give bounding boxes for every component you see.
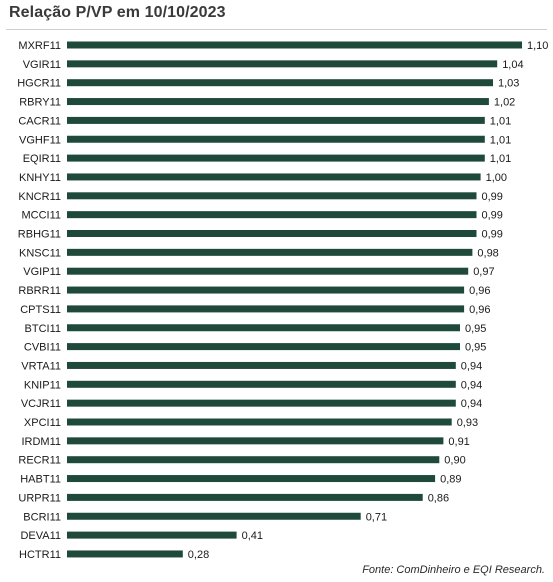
category-label-knhy11: KNHY11 (19, 172, 61, 184)
category-label-hctr11: HCTR11 (19, 549, 61, 561)
category-label-vgip11: VGIP11 (23, 266, 61, 278)
bar-cvbi11 (67, 343, 460, 351)
category-label-vgir11: VGIR11 (23, 59, 61, 71)
value-label-habt11: 0,89 (440, 474, 461, 486)
bar-bcri11 (67, 512, 361, 520)
bar-cpts11 (67, 305, 465, 313)
category-label-knsc11: KNSC11 (19, 247, 61, 259)
value-label-hctr11: 0,28 (188, 549, 209, 561)
value-label-xpci11: 0,93 (457, 417, 478, 429)
value-label-mcci11: 0,99 (482, 210, 503, 222)
value-label-urpr11: 0,86 (428, 492, 449, 504)
value-label-hgcr11: 1,03 (498, 78, 519, 90)
category-label-irdm11: IRDM11 (21, 436, 61, 448)
value-label-kncr11: 0,99 (482, 191, 503, 203)
value-label-mxrf11: 1,10 (527, 40, 548, 52)
category-label-habt11: HABT11 (20, 474, 61, 486)
value-label-vghf11: 1,01 (490, 134, 511, 146)
category-label-urpr11: URPR11 (18, 492, 61, 504)
bar-vgip11 (67, 267, 469, 275)
category-label-knip11: KNIP11 (24, 379, 61, 391)
value-label-knsc11: 0,98 (477, 247, 498, 259)
bar-deva11 (67, 531, 237, 539)
category-label-cacr11: CACR11 (18, 115, 61, 127)
bar-vghf11 (67, 135, 485, 143)
bar-eqir11 (67, 154, 485, 162)
value-label-cacr11: 1,01 (490, 115, 511, 127)
bar-rbry11 (67, 98, 489, 106)
chart-title: Relação P/VP em 10/10/2023 (9, 4, 226, 21)
bar-cacr11 (67, 116, 485, 124)
value-label-rbhg11: 0,99 (482, 229, 503, 241)
bar-urpr11 (67, 493, 423, 501)
category-label-hgcr11: HGCR11 (17, 78, 61, 90)
category-label-kncr11: KNCR11 (18, 191, 61, 203)
value-label-vcjr11: 0,94 (461, 398, 482, 410)
bar-vrta11 (67, 361, 456, 369)
category-label-vghf11: VGHF11 (19, 134, 61, 146)
bar-rbhg11 (67, 230, 477, 237)
bar-knsc11 (67, 248, 473, 256)
category-label-vcjr11: VCJR11 (21, 398, 61, 410)
category-label-bcri11: BCRI11 (23, 511, 61, 523)
bar-hctr11 (67, 550, 183, 558)
category-label-cvbi11: CVBI11 (24, 342, 61, 354)
value-label-vgir11: 1,04 (502, 59, 523, 71)
bar-recr11 (67, 456, 440, 464)
value-label-eqir11: 1,01 (490, 153, 511, 165)
category-label-btci11: BTCI11 (25, 323, 61, 335)
bar-kncr11 (67, 192, 477, 200)
value-label-cvbi11: 0,95 (465, 342, 486, 354)
bar-hgcr11 (67, 79, 493, 87)
bar-irdm11 (67, 437, 444, 445)
bar-rbrr11 (67, 286, 465, 294)
value-label-rbrr11: 0,96 (469, 285, 490, 297)
category-label-mxrf11: MXRF11 (18, 40, 61, 52)
bar-mxrf11 (67, 41, 522, 49)
bar-vgir11 (67, 60, 498, 68)
category-label-cpts11: CPTS11 (20, 304, 61, 316)
bar-habt11 (67, 475, 436, 483)
category-label-rbhg11: RBHG11 (18, 229, 61, 241)
bar-knhy11 (67, 173, 481, 181)
value-label-rbry11: 1,02 (494, 97, 515, 109)
bar-mcci11 (67, 211, 477, 219)
category-label-mcci11: MCCI11 (21, 210, 61, 222)
bar-knip11 (67, 380, 456, 388)
value-label-cpts11: 0,96 (469, 304, 490, 316)
title-divider (6, 29, 547, 30)
category-label-rbry11: RBRY11 (19, 97, 61, 109)
category-label-deva11: DEVA11 (20, 530, 61, 542)
category-label-eqir11: EQIR11 (23, 153, 61, 165)
bar-xpci11 (67, 418, 452, 426)
source-note: Fonte: ComDinheiro e EQI Research. (362, 564, 545, 576)
value-label-irdm11: 0,91 (448, 436, 469, 448)
value-label-vrta11: 0,94 (461, 360, 482, 372)
bar-btci11 (67, 324, 460, 332)
value-label-bcri11: 0,71 (366, 511, 387, 523)
value-label-vgip11: 0,97 (473, 266, 494, 278)
value-label-knip11: 0,94 (461, 379, 482, 391)
category-label-recr11: RECR11 (18, 455, 61, 467)
value-label-recr11: 0,90 (444, 455, 465, 467)
category-label-vrta11: VRTA11 (21, 360, 61, 372)
bar-vcjr11 (67, 399, 456, 407)
category-label-rbrr11: RBRR11 (18, 285, 61, 297)
value-label-deva11: 0,41 (242, 530, 263, 542)
category-label-xpci11: XPCI11 (24, 417, 61, 429)
value-label-knhy11: 1,00 (486, 172, 507, 184)
value-label-btci11: 0,95 (465, 323, 486, 335)
